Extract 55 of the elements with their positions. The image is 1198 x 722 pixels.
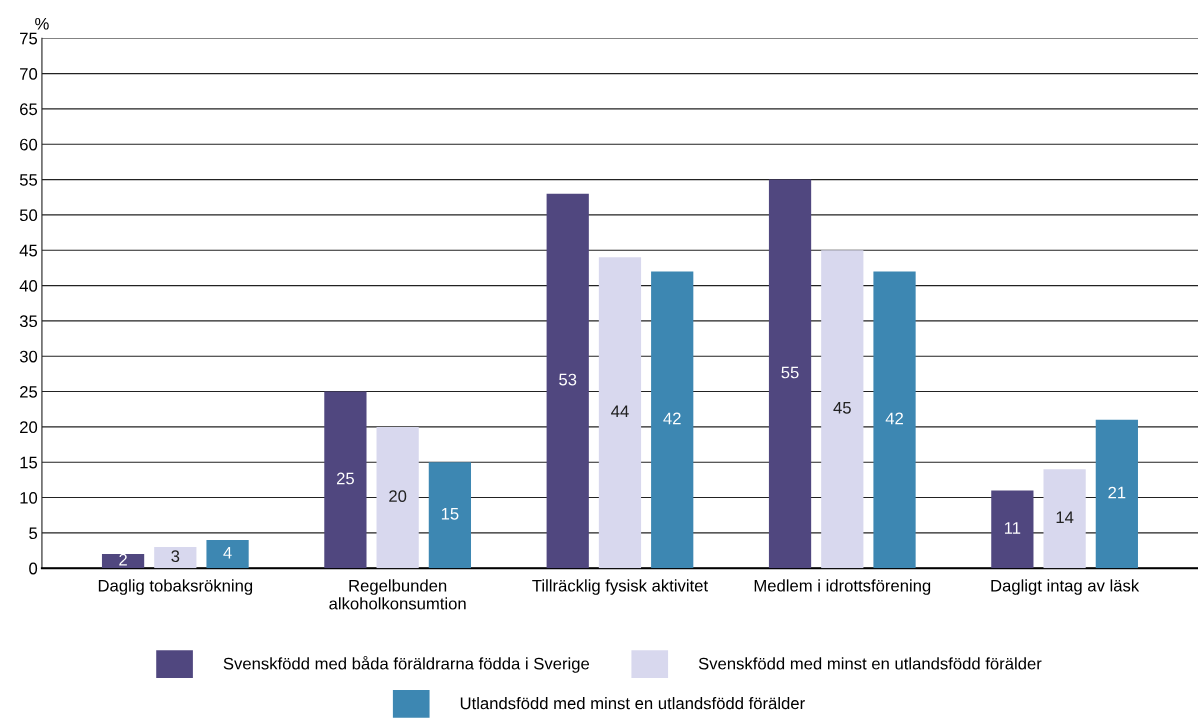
- data-label: 2: [119, 553, 127, 566]
- y-tick-label: 40: [19, 279, 38, 292]
- bar: [154, 547, 197, 569]
- y-tick-label: 15: [20, 456, 38, 469]
- bar: [768, 179, 812, 569]
- y-tick-label: 75: [20, 32, 38, 45]
- data-label: 42: [663, 412, 681, 425]
- bar: [376, 426, 419, 569]
- bar: [1043, 469, 1086, 569]
- y-tick-label: 65: [20, 103, 38, 116]
- bar: [324, 391, 367, 569]
- legend-label: Svenskfödd med båda föräldrarna födda i Sverige: [223, 655, 590, 673]
- data-label: 15: [441, 508, 459, 520]
- data-label: 55: [781, 366, 799, 379]
- y-tick-label: 70: [20, 68, 38, 80]
- bar: [1095, 419, 1138, 569]
- y-axis-title: %: [35, 17, 49, 30]
- bar: [206, 539, 249, 569]
- data-label: 45: [833, 402, 851, 414]
- x-tick-label: Daglig tobaksrökning: [98, 579, 253, 595]
- x-tick-label: Regelbunden alkoholkonsumtion: [329, 579, 466, 610]
- y-tick-label: 35: [19, 315, 38, 328]
- legend-label: Svenskfödd med minst en utlandsfödd förälder: [698, 657, 1042, 670]
- bar: [598, 257, 642, 569]
- y-tick-label: 20: [20, 421, 38, 434]
- y-tick-label: 5: [29, 527, 38, 540]
- x-tick-label: Dagligt intag av läsk: [991, 579, 1140, 595]
- x-tick-label: Medlem i idrottsförening: [754, 579, 931, 595]
- y-tick-label: 25: [20, 385, 38, 398]
- bar: [991, 490, 1034, 569]
- legend-label: Utlandsfödd med minst en utlandsfödd förälder: [460, 697, 805, 710]
- data-label: 42: [885, 412, 903, 425]
- x-tick-label: Tillräcklig fysisk aktivitet: [532, 579, 708, 595]
- bar: [873, 271, 916, 569]
- bar: [101, 554, 145, 569]
- data-label: 20: [389, 490, 407, 503]
- bar: [546, 193, 589, 569]
- data-label: 4: [223, 546, 232, 559]
- data-label: 14: [1056, 511, 1074, 524]
- data-label: 53: [559, 373, 577, 386]
- bar: [821, 250, 864, 569]
- y-tick-label: 55: [19, 174, 38, 186]
- data-label: 21: [1108, 486, 1126, 499]
- bar: [428, 462, 472, 569]
- data-label: 25: [336, 472, 354, 485]
- data-label: 11: [1004, 522, 1021, 534]
- bar: [651, 271, 694, 569]
- y-tick-label: 10: [20, 491, 38, 504]
- data-label: 3: [171, 550, 180, 563]
- y-tick-label: 30: [19, 350, 38, 363]
- y-tick-label: 50: [19, 209, 38, 222]
- y-tick-label: 0: [29, 562, 38, 575]
- y-tick-label: 60: [20, 138, 38, 151]
- data-label: 44: [611, 405, 629, 418]
- y-tick-label: 45: [19, 244, 38, 257]
